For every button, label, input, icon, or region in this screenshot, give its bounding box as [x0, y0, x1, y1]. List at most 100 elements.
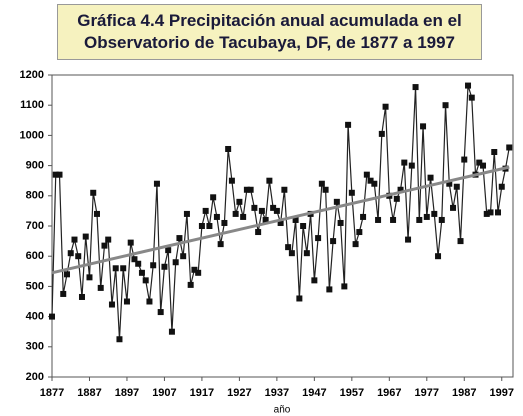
data-point	[285, 244, 292, 251]
data-point	[75, 253, 82, 260]
data-point	[487, 209, 494, 216]
data-point	[397, 186, 404, 193]
data-point	[288, 250, 295, 257]
data-line	[51, 85, 510, 340]
data-point	[153, 180, 160, 187]
y-tick-label: 1100	[20, 99, 44, 111]
data-point	[360, 213, 367, 220]
y-tick-label: 300	[26, 341, 44, 353]
x-tick-label: 1947	[302, 387, 326, 399]
data-point	[431, 210, 438, 217]
data-point	[243, 186, 250, 193]
data-point	[240, 213, 247, 220]
plot-frame	[51, 74, 514, 378]
data-point	[232, 210, 239, 217]
x-tick-label: 1907	[152, 387, 176, 399]
data-point	[251, 204, 258, 211]
data-point	[393, 195, 400, 202]
x-axis-label: año	[274, 405, 291, 416]
data-point	[356, 229, 363, 236]
y-tick-label: 600	[26, 250, 44, 262]
data-point	[202, 207, 209, 214]
data-point	[495, 209, 502, 216]
y-tick-label: 1000	[20, 129, 44, 141]
data-point	[236, 198, 243, 205]
data-point	[296, 295, 303, 302]
data-point	[191, 266, 198, 273]
data-point	[195, 269, 202, 276]
data-point	[423, 213, 430, 220]
data-point	[273, 207, 280, 214]
data-point	[82, 233, 89, 240]
data-point	[172, 259, 179, 266]
y-tick-label: 700	[26, 220, 44, 232]
data-point	[150, 262, 157, 269]
data-point	[187, 281, 194, 288]
data-point	[378, 130, 385, 137]
y-tick-label: 500	[26, 280, 44, 292]
data-point	[303, 250, 310, 257]
data-point	[461, 156, 468, 163]
data-point	[123, 298, 130, 305]
data-point	[483, 210, 490, 217]
data-point	[52, 171, 59, 178]
x-tick-label: 1977	[415, 387, 439, 399]
data-point	[206, 223, 213, 229]
data-point	[311, 277, 318, 284]
data-point	[480, 162, 487, 169]
data-point	[56, 171, 63, 178]
data-point	[142, 277, 149, 284]
data-point	[371, 180, 378, 187]
y-tick-label: 1200	[20, 69, 44, 81]
data-point	[116, 336, 123, 343]
data-point	[453, 183, 460, 190]
x-tick-label: 1897	[115, 387, 139, 399]
x-tick-label: 1877	[40, 387, 64, 399]
x-tick-label: 1957	[340, 387, 364, 399]
data-point	[108, 301, 115, 308]
data-point	[168, 328, 175, 335]
data-point	[315, 235, 322, 242]
data-point	[225, 145, 232, 152]
data-point	[446, 180, 453, 187]
data-point	[86, 274, 93, 281]
data-point	[210, 194, 217, 201]
y-tick-label: 800	[26, 190, 44, 202]
data-point	[101, 242, 108, 249]
x-tick-label: 1997	[490, 387, 514, 399]
data-point	[408, 162, 415, 169]
data-point	[337, 219, 344, 226]
data-point	[330, 238, 337, 245]
data-point	[213, 213, 220, 220]
data-point	[63, 271, 70, 278]
data-point	[348, 189, 355, 196]
data-point	[318, 180, 325, 187]
data-point	[322, 186, 329, 193]
data-point	[228, 177, 235, 184]
data-point	[412, 84, 419, 91]
data-point	[161, 263, 168, 270]
data-point	[180, 253, 187, 260]
data-point	[476, 159, 483, 166]
data-point	[341, 283, 348, 290]
data-point	[352, 241, 359, 248]
data-point	[247, 186, 254, 193]
data-point	[420, 123, 427, 130]
data-point	[390, 216, 397, 223]
data-point	[157, 309, 164, 316]
data-point	[165, 247, 172, 254]
data-point	[468, 94, 475, 101]
data-point	[401, 159, 408, 166]
data-point	[281, 186, 288, 193]
data-point	[120, 265, 127, 272]
data-point	[176, 235, 183, 242]
x-tick-label: 1937	[265, 387, 289, 399]
data-point	[258, 207, 265, 214]
y-tick-label: 900	[26, 160, 44, 172]
data-point	[217, 241, 224, 248]
data-point	[60, 290, 67, 297]
data-point	[450, 204, 457, 211]
data-point	[221, 219, 228, 226]
